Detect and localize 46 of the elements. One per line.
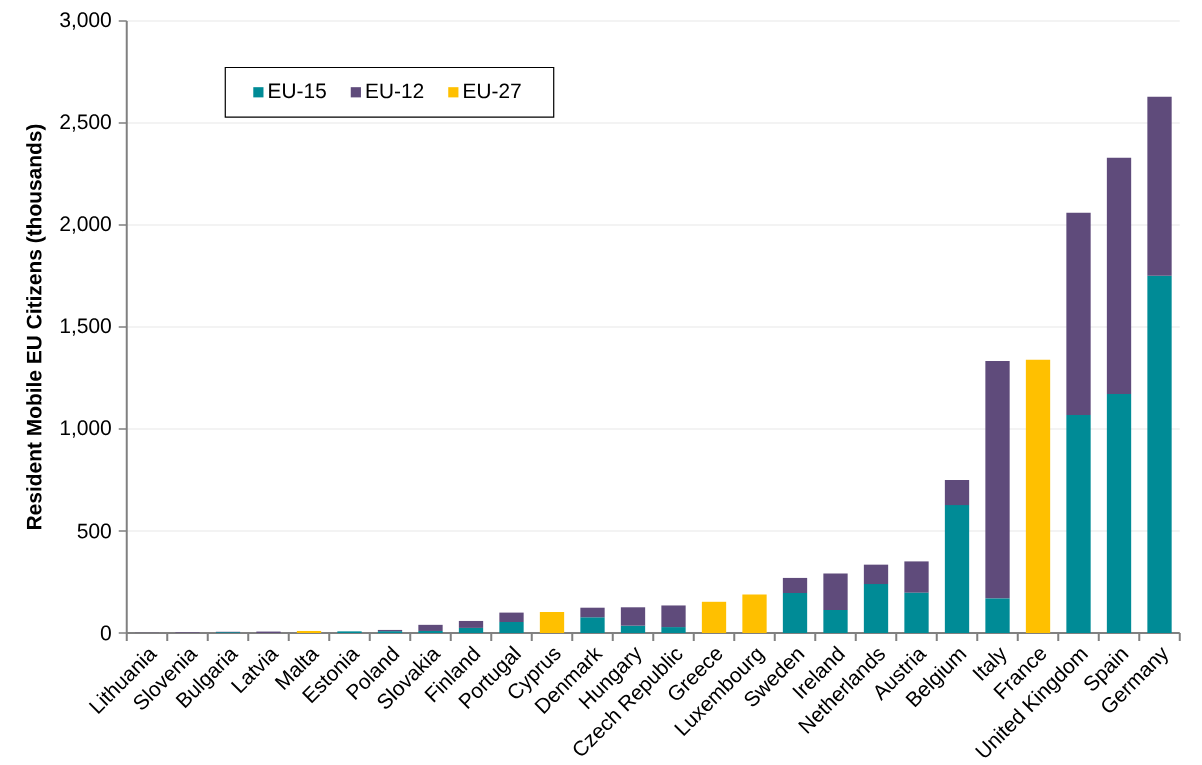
bar: [1106, 157, 1132, 394]
y-tick-label: 1,000: [60, 420, 111, 438]
bar: [418, 630, 443, 633]
bar: [418, 624, 443, 631]
bar: [985, 361, 1010, 599]
bar: [1066, 212, 1091, 415]
y-axis-title: Resident Mobile EU Citizens (thousands): [26, 124, 46, 530]
y-tick-label: 2,500: [60, 114, 111, 132]
bar: [742, 594, 767, 633]
bar: [580, 607, 605, 618]
y-tick-label: 1,500: [60, 318, 111, 336]
bar: [499, 612, 524, 622]
bar: [1147, 275, 1172, 633]
bar: [539, 611, 565, 633]
bar: [985, 598, 1010, 633]
y-tick-label: 0: [100, 625, 111, 641]
bar: [944, 480, 970, 506]
legend-label: EU-12: [366, 83, 424, 99]
bar: [620, 607, 646, 626]
bar: [620, 625, 646, 633]
bar: [904, 592, 929, 633]
bar: [458, 627, 484, 633]
y-tick-label: 2,000: [60, 216, 111, 234]
bar: [1147, 96, 1172, 276]
bar: [863, 564, 889, 585]
bar: [863, 584, 889, 633]
legend-label: EU-15: [269, 83, 326, 99]
bar: [1106, 393, 1132, 633]
y-tick-label: 500: [77, 523, 111, 539]
bar: [661, 605, 686, 628]
bar: [782, 577, 808, 594]
bar: [904, 561, 929, 593]
bar: [823, 573, 848, 610]
bar: [944, 505, 970, 633]
bar: [296, 630, 322, 633]
bar: [701, 601, 727, 633]
bar: [823, 609, 848, 633]
bar: [1066, 414, 1091, 633]
y-tick-label: 3,000: [60, 12, 111, 30]
bar: [458, 620, 484, 628]
bar: [782, 593, 808, 633]
bar: [580, 617, 605, 633]
bar: [1025, 359, 1051, 633]
legend-label: EU-27: [464, 83, 521, 99]
bar: [661, 627, 686, 633]
bar: [499, 621, 524, 633]
